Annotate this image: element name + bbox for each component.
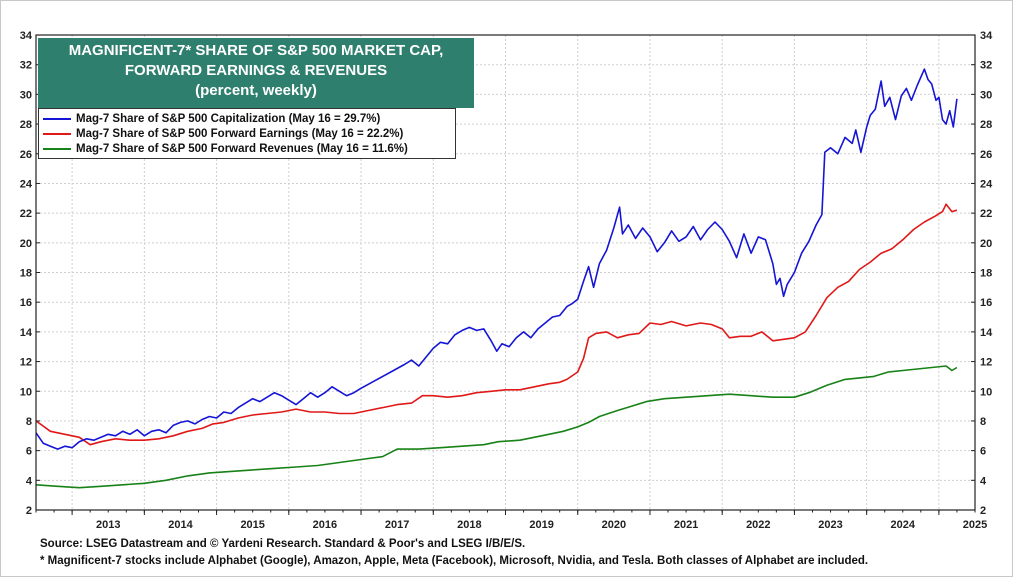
- chart-title-box: MAGNIFICENT-7* SHARE OF S&P 500 MARKET C…: [38, 38, 474, 108]
- y-tick-label-left: 10: [20, 386, 32, 398]
- y-tick-label-right: 34: [980, 30, 993, 42]
- x-tick-label: 2021: [674, 519, 698, 531]
- y-tick-label-left: 26: [20, 149, 32, 161]
- legend-label-earnings: Mag-7 Share of S&P 500 Forward Earnings …: [76, 127, 404, 140]
- legend-item-earnings: Mag-7 Share of S&P 500 Forward Earnings …: [43, 126, 451, 141]
- y-tick-label-right: 14: [980, 327, 993, 339]
- x-tick-label: 2018: [457, 519, 481, 531]
- legend-item-revenues: Mag-7 Share of S&P 500 Forward Revenues …: [43, 141, 451, 156]
- y-tick-label-right: 32: [980, 60, 992, 72]
- y-tick-label-left: 16: [20, 297, 32, 309]
- legend-item-capitalization: Mag-7 Share of S&P 500 Capitalization (M…: [43, 111, 451, 126]
- y-tick-label-left: 22: [20, 208, 32, 220]
- x-tick-label: 2020: [602, 519, 626, 531]
- legend-swatch-earnings: [43, 132, 71, 135]
- y-tick-label-right: 28: [980, 119, 992, 131]
- y-tick-label-left: 14: [20, 327, 33, 339]
- source-note: Source: LSEG Datastream and © Yardeni Re…: [40, 538, 526, 550]
- y-tick-label-left: 4: [26, 475, 33, 487]
- y-tick-label-right: 6: [980, 446, 986, 458]
- x-tick-label: 2022: [746, 519, 770, 531]
- legend-label-capitalization: Mag-7 Share of S&P 500 Capitalization (M…: [76, 112, 381, 125]
- y-tick-label-right: 22: [980, 208, 992, 220]
- y-tick-label-left: 32: [20, 60, 32, 72]
- y-tick-label-left: 20: [20, 238, 32, 250]
- chart-title-line-1: MAGNIFICENT-7* SHARE OF S&P 500 MARKET C…: [68, 42, 444, 59]
- x-tick-label: 2019: [529, 519, 553, 531]
- y-tick-label-left: 2: [26, 505, 32, 517]
- x-tick-label: 2023: [818, 519, 842, 531]
- y-tick-label-left: 30: [20, 89, 32, 101]
- y-tick-label-left: 24: [20, 178, 33, 190]
- footnote: * Magnificent-7 stocks include Alphabet …: [40, 555, 869, 567]
- x-tick-label: 2025: [963, 519, 987, 531]
- chart-title-line-2: FORWARD EARNINGS & REVENUES: [124, 62, 388, 79]
- y-tick-label-right: 16: [980, 297, 992, 309]
- x-tick-label: 2024: [891, 519, 916, 531]
- y-tick-label-right: 30: [980, 89, 992, 101]
- x-tick-label: 2013: [96, 519, 120, 531]
- y-tick-label-left: 12: [20, 357, 32, 369]
- y-tick-label-left: 18: [20, 268, 32, 280]
- y-tick-label-right: 4: [980, 475, 987, 487]
- x-tick-label: 2017: [385, 519, 409, 531]
- legend-swatch-capitalization: [43, 117, 71, 120]
- series-line-earnings: [35, 203, 958, 446]
- y-tick-label-left: 6: [26, 446, 32, 458]
- y-tick-label-right: 10: [980, 386, 992, 398]
- y-tick-label-left: 8: [26, 416, 32, 428]
- y-tick-label-right: 24: [980, 178, 993, 190]
- series-line-revenues: [35, 365, 958, 489]
- legend-swatch-revenues: [43, 147, 71, 150]
- chart-subtitle: (percent, weekly): [195, 82, 317, 99]
- series-line-capitalization: [35, 68, 958, 450]
- x-tick-label: 2014: [168, 519, 193, 531]
- y-tick-label-right: 20: [980, 238, 992, 250]
- y-tick-label-right: 12: [980, 357, 992, 369]
- y-tick-label-left: 28: [20, 119, 32, 131]
- x-tick-label: 2016: [313, 519, 337, 531]
- y-tick-label-right: 8: [980, 416, 986, 428]
- y-tick-label-right: 2: [980, 505, 986, 517]
- legend-label-revenues: Mag-7 Share of S&P 500 Forward Revenues …: [76, 142, 408, 155]
- y-tick-label-right: 26: [980, 149, 992, 161]
- y-tick-label-right: 18: [980, 268, 992, 280]
- series-lines: [35, 68, 958, 489]
- legend: Mag-7 Share of S&P 500 Capitalization (M…: [38, 108, 456, 159]
- y-tick-label-left: 34: [20, 30, 33, 42]
- x-tick-label: 2015: [240, 519, 264, 531]
